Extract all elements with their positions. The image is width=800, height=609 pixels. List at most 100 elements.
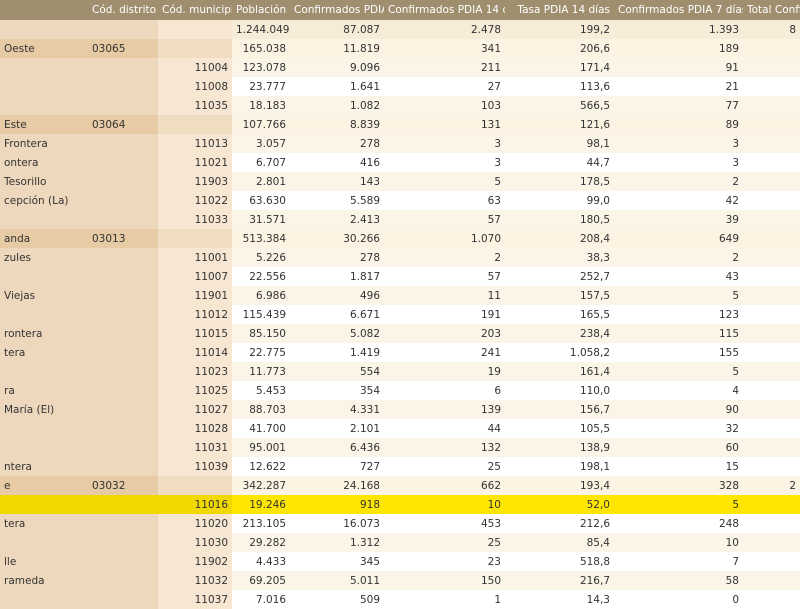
table-row[interactable]: Tesorillo 11903 2.801 143 5 178,5 2 (0, 172, 800, 191)
cell-municipality-code: 11001 (158, 248, 232, 267)
cell-confirmed-7-days: 89 (614, 115, 743, 134)
cell-confirmed-14-days: 191 (384, 305, 505, 324)
cell-total-confirmed (743, 457, 800, 476)
table-row-selected[interactable]: 11016 19.246 918 10 52,0 5 (0, 495, 800, 514)
table-row[interactable]: ntera 11039 12.622 727 25 198,1 15 (0, 457, 800, 476)
table-row[interactable]: Este 03064 107.766 8.839 131 121,6 89 (0, 115, 800, 134)
cell-confirmed-7-days: 115 (614, 324, 743, 343)
cell-confirmed-14-days: 19 (384, 362, 505, 381)
cell-population: 18.183 (232, 96, 290, 115)
table-row[interactable]: 11007 22.556 1.817 57 252,7 43 (0, 267, 800, 286)
header-confirmed-14-days[interactable]: Confirmados PDIA 14 días (384, 0, 505, 20)
cell-name (0, 438, 88, 457)
cell-confirmed-14-days: 10 (384, 495, 505, 514)
table-row[interactable]: anda 03013 513.384 30.266 1.070 208,4 649 (0, 229, 800, 248)
table-row[interactable]: e 03032 342.287 24.168 662 193,4 328 2 (0, 476, 800, 495)
cell-rate-14-days: 216,7 (505, 571, 614, 590)
cell-municipality-code: 11901 (158, 286, 232, 305)
header-rate-14-days[interactable]: Tasa PDIA 14 días (505, 0, 614, 20)
cell-name (0, 419, 88, 438)
cell-confirmed-pdia: 1.312 (290, 533, 384, 552)
table-row[interactable]: lle 11902 4.433 345 23 518,8 7 (0, 552, 800, 571)
table-row[interactable]: ra 11025 5.453 354 6 110,0 4 (0, 381, 800, 400)
table-row[interactable]: María (El) 11027 88.703 4.331 139 156,7 90 (0, 400, 800, 419)
cell-confirmed-7-days: 649 (614, 229, 743, 248)
header-total-confirmed[interactable]: Total Confirm (743, 0, 800, 20)
cell-district-code (88, 400, 158, 419)
cell-municipality-code: 11027 (158, 400, 232, 419)
table-row[interactable]: ontera 11021 6.707 416 3 44,7 3 (0, 153, 800, 172)
cell-population: 69.205 (232, 571, 290, 590)
header-name[interactable] (0, 0, 88, 20)
header-district-code[interactable]: Cód. distrito (88, 0, 158, 20)
table-row[interactable]: Oeste 03065 165.038 11.819 341 206,6 189 (0, 39, 800, 58)
cell-district-code (88, 58, 158, 77)
cell-municipality-code: 11021 (158, 153, 232, 172)
header-municipality-code[interactable]: Cód. municipio (158, 0, 232, 20)
cell-district-code (88, 343, 158, 362)
table-row[interactable]: 11023 11.773 554 19 161,4 5 (0, 362, 800, 381)
cell-rate-14-days: 85,4 (505, 533, 614, 552)
cell-rate-14-days: 1.058,2 (505, 343, 614, 362)
cell-population: 1.244.049 (232, 20, 290, 39)
cell-population: 5.226 (232, 248, 290, 267)
cell-total-confirmed (743, 552, 800, 571)
cell-population: 2.801 (232, 172, 290, 191)
cell-name: Oeste (0, 39, 88, 58)
table-row[interactable]: zules 11001 5.226 278 2 38,3 2 (0, 248, 800, 267)
table-row[interactable]: tera 11014 22.775 1.419 241 1.058,2 155 (0, 343, 800, 362)
table-row[interactable]: 11012 115.439 6.671 191 165,5 123 (0, 305, 800, 324)
cell-population: 107.766 (232, 115, 290, 134)
cell-confirmed-14-days: 27 (384, 77, 505, 96)
cell-total-confirmed (743, 343, 800, 362)
cell-confirmed-pdia: 918 (290, 495, 384, 514)
cell-confirmed-14-days: 139 (384, 400, 505, 419)
cell-total-confirmed (743, 77, 800, 96)
cell-municipality-code: 11023 (158, 362, 232, 381)
table-row[interactable]: 11028 41.700 2.101 44 105,5 32 (0, 419, 800, 438)
cell-confirmed-pdia: 4.331 (290, 400, 384, 419)
cell-confirmed-7-days: 77 (614, 96, 743, 115)
cell-name: María (El) (0, 400, 88, 419)
table-row[interactable]: 11030 29.282 1.312 25 85,4 10 (0, 533, 800, 552)
table-row[interactable]: cepción (La) 11022 63.630 5.589 63 99,0 42 (0, 191, 800, 210)
table-row[interactable]: 11004 123.078 9.096 211 171,4 91 (0, 58, 800, 77)
cell-confirmed-14-days: 2 (384, 248, 505, 267)
cell-municipality-code: 11016 (158, 495, 232, 514)
cell-total-confirmed: 2 (743, 476, 800, 495)
table-row[interactable]: tera 11020 213.105 16.073 453 212,6 248 (0, 514, 800, 533)
cell-name: rameda (0, 571, 88, 590)
table-row[interactable]: Viejas 11901 6.986 496 11 157,5 5 (0, 286, 800, 305)
cell-confirmed-pdia: 11.819 (290, 39, 384, 58)
cell-name: ntera (0, 457, 88, 476)
table-row[interactable]: rameda 11032 69.205 5.011 150 216,7 58 (0, 571, 800, 590)
cell-name (0, 305, 88, 324)
cell-confirmed-pdia: 1.419 (290, 343, 384, 362)
table-row[interactable]: Frontera 11013 3.057 278 3 98,1 3 (0, 134, 800, 153)
table-row[interactable]: 11033 31.571 2.413 57 180,5 39 (0, 210, 800, 229)
cell-confirmed-pdia: 5.589 (290, 191, 384, 210)
table-body: 1.244.049 87.087 2.478 199,2 1.393 8 Oeste 0306… (0, 20, 800, 609)
header-population[interactable]: Población (232, 0, 290, 20)
header-confirmed-7-days[interactable]: Confirmados PDIA 7 días (614, 0, 743, 20)
cell-total-confirmed (743, 438, 800, 457)
cell-district-code (88, 267, 158, 286)
cell-district-code (88, 533, 158, 552)
cell-municipality-code: 11032 (158, 571, 232, 590)
header-confirmed-pdia[interactable]: Confirmados PDIA (290, 0, 384, 20)
cell-municipality-code: 11014 (158, 343, 232, 362)
cell-confirmed-pdia: 1.082 (290, 96, 384, 115)
table-row[interactable]: rontera 11015 85.150 5.082 203 238,4 115 (0, 324, 800, 343)
cell-municipality-code: 11039 (158, 457, 232, 476)
cell-name: Frontera (0, 134, 88, 153)
table-row[interactable]: 1.244.049 87.087 2.478 199,2 1.393 8 (0, 20, 800, 39)
table-row[interactable]: 11035 18.183 1.082 103 566,5 77 (0, 96, 800, 115)
table-row[interactable]: 11008 23.777 1.641 27 113,6 21 (0, 77, 800, 96)
cell-confirmed-pdia: 278 (290, 248, 384, 267)
cell-confirmed-7-days: 5 (614, 286, 743, 305)
cell-confirmed-pdia: 416 (290, 153, 384, 172)
cell-confirmed-14-days: 63 (384, 191, 505, 210)
cell-confirmed-14-days: 662 (384, 476, 505, 495)
cell-district-code (88, 248, 158, 267)
table-row[interactable]: 11031 95.001 6.436 132 138,9 60 (0, 438, 800, 457)
